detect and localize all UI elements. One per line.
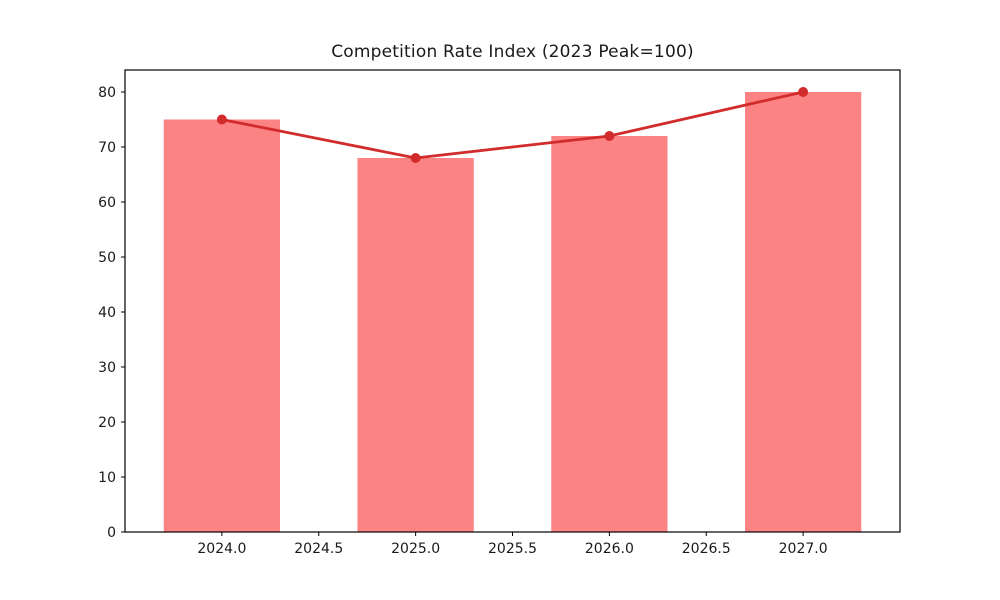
y-tick-label: 0 bbox=[107, 525, 116, 541]
bar-2025 bbox=[357, 158, 474, 532]
bar-2027 bbox=[745, 92, 862, 532]
trend-line-marker-2026 bbox=[604, 131, 615, 141]
y-tick-label: 20 bbox=[98, 415, 116, 431]
x-tick-label: 2026.0 bbox=[585, 541, 634, 557]
y-tick-label: 30 bbox=[98, 360, 116, 376]
x-tick-label: 2025.0 bbox=[391, 541, 440, 557]
y-tick-label: 50 bbox=[98, 250, 116, 266]
x-tick-label: 2026.5 bbox=[682, 541, 731, 557]
chart-title: Competition Rate Index (2023 Peak=100) bbox=[331, 42, 694, 62]
bar-2026 bbox=[551, 136, 668, 532]
trend-line-marker-2024 bbox=[216, 114, 227, 125]
trend-line-marker-2027 bbox=[798, 87, 809, 97]
x-tick-label: 2024.0 bbox=[197, 541, 246, 557]
y-tick-label: 60 bbox=[98, 195, 116, 211]
x-tick-label: 2025.5 bbox=[488, 541, 537, 557]
y-tick-label: 70 bbox=[98, 140, 116, 156]
y-tick-label: 40 bbox=[98, 305, 116, 321]
trend-line-marker-2025 bbox=[410, 153, 421, 163]
axes-frame bbox=[124, 69, 901, 533]
y-tick-label: 80 bbox=[98, 85, 116, 101]
y-tick-label: 10 bbox=[98, 470, 116, 486]
trend-line bbox=[220, 90, 805, 160]
bar-2024 bbox=[163, 119, 280, 532]
x-tick-label: 2027.0 bbox=[779, 541, 828, 557]
x-tick-label: 2024.5 bbox=[294, 541, 343, 557]
